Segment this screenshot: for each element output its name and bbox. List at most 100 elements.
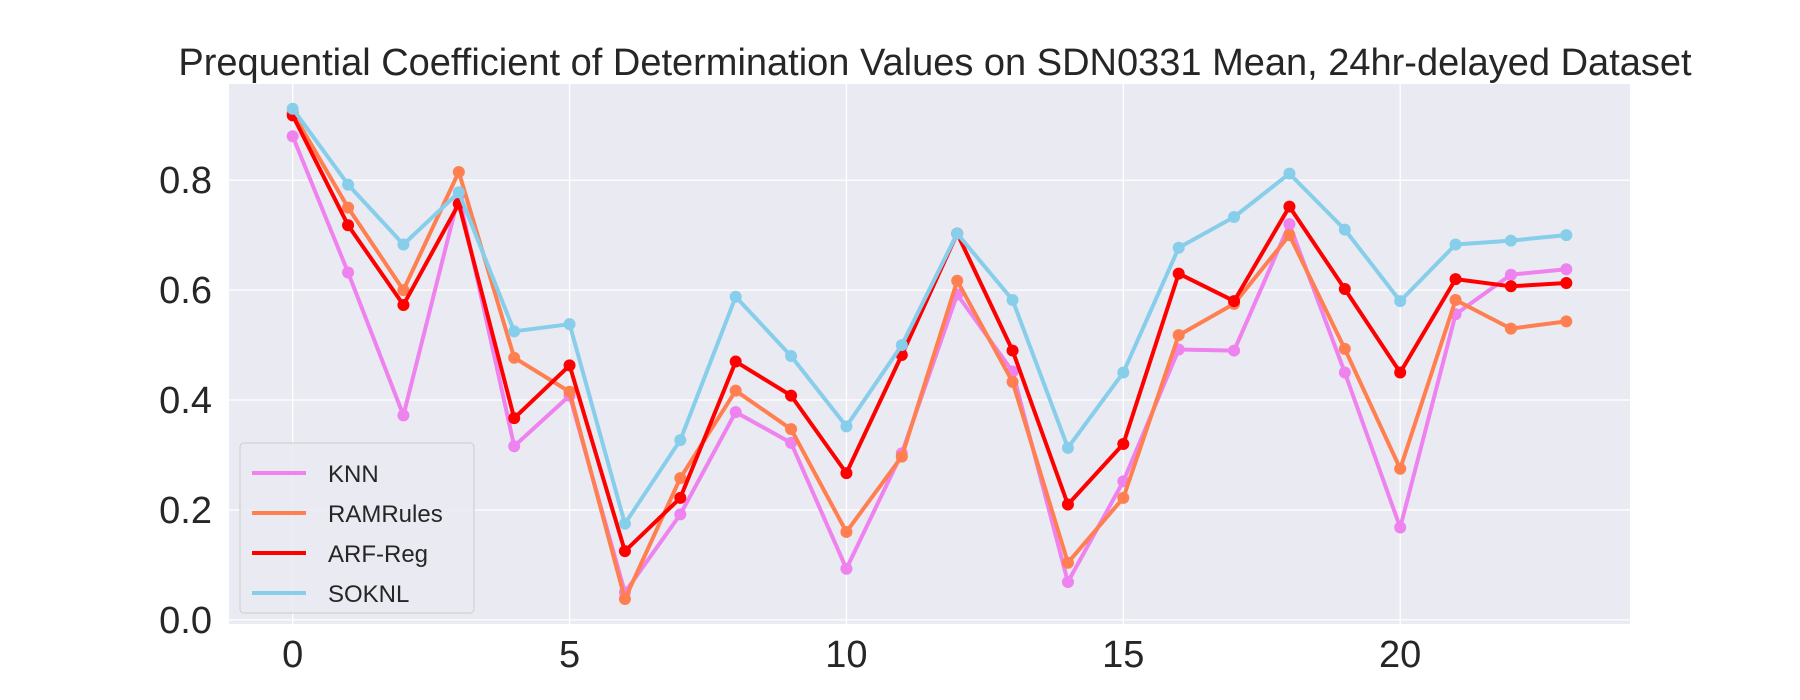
y-tick-label: 0.2	[159, 490, 212, 532]
data-point	[342, 201, 355, 214]
data-point	[508, 325, 521, 338]
data-point	[1338, 283, 1351, 296]
data-point	[1172, 329, 1185, 342]
y-tick-label: 0.8	[159, 160, 212, 202]
data-point	[1338, 342, 1351, 355]
data-point	[618, 517, 631, 530]
data-point	[508, 440, 521, 453]
y-tick-label: 0.4	[159, 380, 212, 422]
legend-label: ARF-Reg	[328, 541, 428, 568]
data-point	[1061, 575, 1074, 588]
data-point	[397, 409, 410, 422]
data-point	[785, 436, 798, 449]
data-point	[1117, 491, 1130, 504]
series-line	[290, 106, 1569, 526]
series-line	[290, 113, 1569, 554]
data-point	[674, 434, 687, 447]
data-point	[342, 266, 355, 279]
series-line	[290, 110, 1569, 601]
data-point	[1504, 234, 1517, 247]
data-point	[1394, 366, 1407, 379]
y-tick-label: 0.6	[159, 270, 212, 312]
x-tick-label: 10	[825, 634, 867, 676]
data-point	[1006, 344, 1019, 357]
data-point	[1504, 280, 1517, 293]
data-point	[1006, 375, 1019, 388]
data-point	[840, 562, 853, 575]
data-point	[1172, 267, 1185, 280]
data-point	[729, 355, 742, 368]
series-ramrules	[286, 106, 1573, 605]
series-lines	[286, 102, 1573, 605]
data-point	[452, 165, 465, 178]
legend-item: KNN	[252, 461, 379, 488]
data-point	[895, 450, 908, 463]
legend-item: RAMRules	[252, 501, 443, 528]
data-point	[563, 359, 576, 372]
legend-label: KNN	[328, 461, 379, 488]
x-tick-label: 0	[282, 634, 303, 676]
data-point	[729, 290, 742, 303]
data-point	[674, 491, 687, 504]
data-point	[1338, 366, 1351, 379]
data-point	[674, 508, 687, 521]
series-soknl	[286, 102, 1573, 530]
data-point	[1394, 462, 1407, 475]
data-point	[785, 350, 798, 363]
data-point	[1061, 498, 1074, 511]
data-point	[286, 130, 299, 143]
series-arf-reg	[286, 109, 1573, 558]
axis-ticks: 0 5 10 15 20 0.0 0.2 0.4 0.6 0.8	[159, 160, 1421, 676]
data-point	[1449, 273, 1462, 286]
y-tick-label: 0.0	[159, 600, 212, 642]
data-point	[397, 298, 410, 311]
data-point	[951, 274, 964, 287]
data-point	[563, 318, 576, 331]
data-point	[1172, 241, 1185, 254]
data-point	[1560, 229, 1573, 242]
x-tick-label: 20	[1379, 634, 1421, 676]
legend-box	[239, 442, 475, 614]
data-point	[452, 186, 465, 199]
data-point	[1117, 366, 1130, 379]
legend-label: RAMRules	[328, 501, 443, 528]
data-point	[1560, 263, 1573, 276]
data-point	[1061, 441, 1074, 454]
data-point	[729, 406, 742, 419]
data-point	[1449, 294, 1462, 306]
data-point	[1283, 167, 1296, 180]
data-point	[840, 467, 853, 480]
data-point	[840, 525, 853, 538]
data-point	[1560, 276, 1573, 289]
legend-label: SOKNL	[328, 581, 409, 608]
data-point	[342, 219, 355, 232]
data-point	[1228, 295, 1241, 308]
data-point	[397, 238, 410, 251]
data-point	[1283, 218, 1296, 231]
data-point	[1394, 295, 1407, 308]
legend-item: SOKNL	[252, 581, 409, 608]
data-point	[729, 384, 742, 397]
data-point	[1560, 315, 1573, 328]
data-point	[508, 412, 521, 425]
x-tick-label: 5	[559, 634, 580, 676]
data-point	[785, 389, 798, 402]
data-point	[674, 472, 687, 485]
data-point	[1283, 200, 1296, 213]
legend: KNN RAMRules ARF-Reg SOKNL	[239, 442, 475, 614]
data-point	[1117, 438, 1130, 450]
data-point	[618, 592, 631, 605]
data-point	[1449, 238, 1462, 251]
data-point	[1338, 223, 1351, 236]
data-point	[840, 420, 853, 433]
data-point	[1504, 322, 1517, 335]
data-point	[397, 284, 410, 297]
data-point	[1394, 521, 1407, 534]
data-point	[785, 423, 798, 436]
data-point	[508, 351, 521, 364]
data-point	[895, 339, 908, 352]
data-point	[563, 385, 576, 398]
data-point	[1504, 268, 1517, 281]
data-point	[1228, 344, 1241, 357]
